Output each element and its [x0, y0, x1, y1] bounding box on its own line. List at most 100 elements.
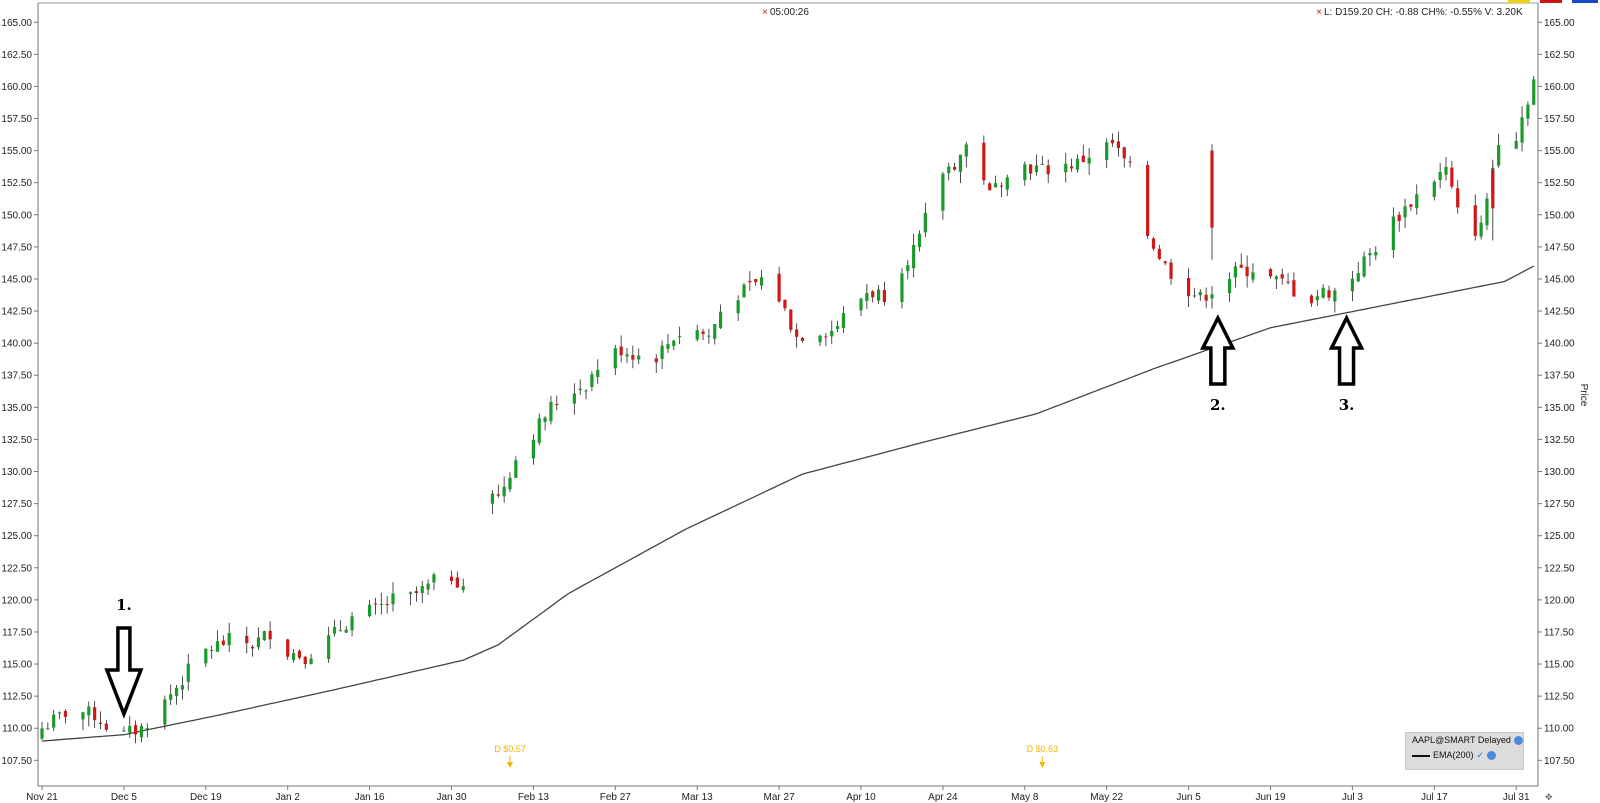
annotation-label: 2.	[1210, 396, 1226, 414]
close-icon[interactable]: ×	[1316, 7, 1322, 18]
candle-body	[291, 653, 296, 661]
y-tick-label: 150.00	[1, 210, 32, 221]
y-tick-label: 117.50	[2, 627, 32, 638]
candle-body	[186, 663, 190, 682]
candle-body	[871, 291, 875, 298]
globe-icon[interactable]	[1487, 751, 1497, 761]
x-tick-label: Dec 19	[190, 792, 222, 803]
y-axis-label: Price	[1578, 384, 1589, 407]
candle-body	[917, 233, 922, 248]
y-tick-label: 135.00	[1, 403, 32, 414]
candle-body	[748, 280, 752, 283]
flag-yellow	[1508, 0, 1530, 3]
candle-body	[759, 277, 764, 286]
candle-body	[988, 183, 992, 191]
candle-body	[1280, 274, 1284, 279]
candle-body	[379, 603, 383, 605]
y-tick-label: 165.00	[1544, 18, 1575, 29]
settings-icon[interactable]: ✥	[1545, 792, 1553, 802]
candle-body	[496, 494, 500, 496]
candle-body	[1116, 141, 1120, 148]
candle-body	[1415, 194, 1419, 209]
y-tick-label: 152.50	[1, 178, 32, 189]
candle-body	[251, 646, 255, 649]
candle-body	[900, 273, 904, 303]
candle-body	[1070, 166, 1074, 169]
x-tick-label: Dec 5	[111, 792, 138, 803]
flag-blue	[1572, 0, 1598, 3]
candle-body	[344, 629, 348, 633]
timer-text: 05:00:26	[770, 7, 809, 18]
x-tick-label: Jun 19	[1255, 792, 1285, 803]
y-tick-label: 112.50	[2, 692, 32, 703]
y-tick-label: 110.00	[1544, 724, 1574, 735]
candle-body	[830, 330, 834, 337]
candle-body	[964, 144, 968, 157]
candle-body	[455, 577, 459, 588]
x-tick-label: Jul 31	[1503, 792, 1530, 803]
candle-body	[707, 335, 711, 337]
candle-body	[1210, 294, 1214, 299]
candle-body	[268, 630, 272, 640]
candle-body	[543, 417, 547, 422]
candle-body	[432, 574, 436, 583]
candle-body	[993, 183, 998, 188]
chart-legend[interactable]: AAPL@SMART Delayed EMA(200) ✓	[1405, 732, 1524, 770]
dividend-markers: D $0.57 D $0.63	[494, 744, 1058, 768]
candle-body	[818, 335, 822, 343]
candle-body	[1315, 296, 1319, 301]
candle-body	[882, 289, 886, 303]
candle-body	[122, 730, 126, 732]
candle-body	[1397, 214, 1401, 221]
close-icon[interactable]: ×	[762, 7, 768, 18]
y-tick-label: 155.00	[1544, 146, 1575, 157]
y-tick-label: 160.00	[1544, 82, 1575, 93]
x-tick-label: Jan 16	[355, 792, 385, 803]
y-tick-label: 165.00	[1, 18, 32, 29]
candle-body	[332, 627, 337, 634]
candle-body	[338, 630, 342, 632]
check-icon[interactable]: ✓	[1476, 750, 1485, 760]
x-tick-label: Apr 10	[846, 792, 876, 803]
y-tick-label: 140.00	[1, 339, 32, 350]
y-tick-label: 142.50	[1, 307, 32, 318]
candle-body	[1064, 163, 1068, 173]
candle-body	[368, 604, 372, 617]
candle-body	[490, 493, 495, 504]
candle-body	[215, 641, 220, 652]
candle-body	[1163, 261, 1167, 264]
y-tick-label: 162.50	[1, 50, 32, 61]
candle-body	[1438, 171, 1442, 181]
candle-body	[1046, 165, 1050, 175]
x-tick-label: Feb 27	[600, 792, 632, 803]
y-tick-label: 157.50	[1544, 114, 1575, 125]
candle-body	[1239, 264, 1243, 268]
candle-body	[859, 298, 863, 311]
annotation-label: 1.	[116, 596, 132, 614]
candle-body	[958, 154, 963, 172]
candle-body	[245, 635, 249, 644]
candle-body	[1514, 140, 1518, 149]
candle-body	[163, 699, 167, 725]
candle-body	[713, 324, 717, 339]
candle-body	[824, 336, 828, 338]
candle-body	[637, 355, 641, 360]
candle-body	[982, 142, 986, 181]
globe-icon[interactable]	[1513, 736, 1523, 746]
candle-body	[63, 711, 67, 717]
candle-body	[420, 586, 424, 594]
legend-ema-row[interactable]: EMA(200) ✓	[1406, 748, 1523, 763]
candle-body	[1128, 161, 1132, 163]
candle-body	[98, 722, 103, 724]
candle-body	[736, 300, 740, 314]
candle-body	[1321, 287, 1325, 298]
x-tick-label: Nov 21	[26, 792, 58, 803]
timer-readout: × 05:00:26	[762, 7, 809, 18]
y-tick-label: 145.00	[1544, 274, 1575, 285]
candle-body	[719, 311, 723, 328]
y-tick-label: 140.00	[1544, 339, 1575, 350]
candle-body	[502, 486, 506, 497]
y-tick-label: 147.50	[1, 242, 32, 253]
legend-symbol-row[interactable]: AAPL@SMART Delayed	[1406, 733, 1523, 748]
candle-body	[1327, 290, 1331, 298]
